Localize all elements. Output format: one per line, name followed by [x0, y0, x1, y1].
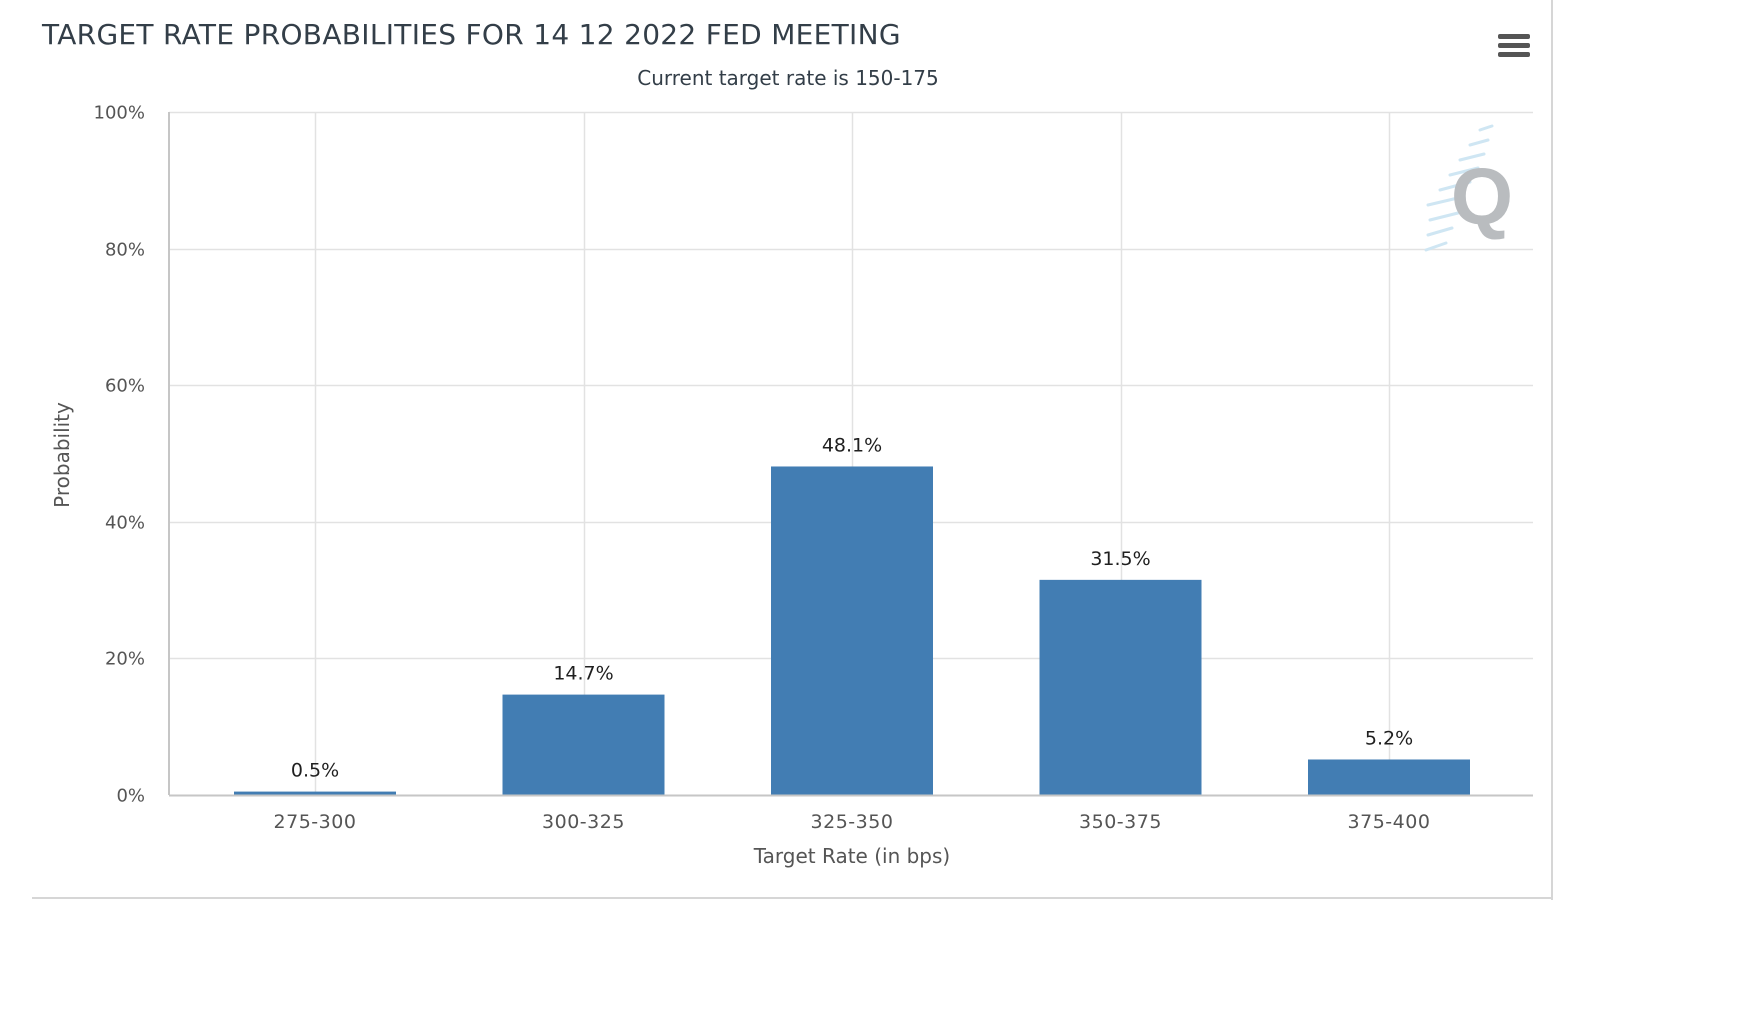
logo-letter: Q	[1451, 152, 1513, 241]
bar-series	[234, 466, 1470, 795]
quandl-logo: Q	[1424, 124, 1513, 252]
bar-375-400[interactable]	[1308, 759, 1470, 795]
data-label: 0.5%	[291, 760, 339, 782]
logo-line	[1424, 241, 1448, 252]
logo-line	[1426, 195, 1464, 207]
x-tick-label: 350-375	[1079, 811, 1162, 833]
x-tick-label: 325-350	[811, 811, 894, 833]
x-tick-label: 300-325	[542, 811, 625, 833]
bar-325-350[interactable]	[771, 466, 933, 795]
y-tick-label: 20%	[105, 649, 145, 670]
x-tick-label: 275-300	[274, 811, 357, 833]
y-tick-label: 40%	[105, 513, 145, 534]
bar-275-300[interactable]	[234, 791, 396, 795]
logo-speed-lines	[1424, 124, 1494, 252]
chart-subtitle: Current target rate is 150-175	[637, 66, 939, 90]
y-tick-label: 100%	[94, 103, 145, 124]
data-label: 5.2%	[1365, 727, 1413, 749]
logo-line	[1438, 180, 1472, 192]
data-labels: 0.5% 14.7% 48.1% 31.5% 5.2%	[291, 434, 1413, 781]
y-tick-label: 80%	[105, 240, 145, 261]
logo-line	[1468, 138, 1490, 147]
logo-line	[1478, 124, 1494, 132]
bar-350-375[interactable]	[1039, 579, 1202, 795]
data-label: 31.5%	[1090, 548, 1150, 570]
y-tick-label: 0%	[116, 786, 145, 807]
y-axis-title: Probability	[50, 402, 74, 508]
logo-line	[1458, 152, 1486, 162]
x-axis-title: Target Rate (in bps)	[753, 844, 950, 868]
x-tick-label: 375-400	[1348, 811, 1431, 833]
bar-300-325[interactable]	[502, 694, 665, 795]
logo-line	[1448, 166, 1480, 177]
data-label: 14.7%	[553, 663, 613, 685]
panel-border-bottom	[32, 897, 1553, 899]
panel-border-right	[1551, 0, 1553, 900]
chart-title: TARGET RATE PROBABILITIES FOR 14 12 2022…	[42, 18, 901, 51]
y-tick-label: 60%	[105, 376, 145, 397]
logo-line	[1428, 211, 1460, 222]
logo-line	[1426, 226, 1454, 237]
hamburger-menu-icon[interactable]	[1494, 28, 1534, 64]
data-label: 48.1%	[822, 434, 882, 456]
axes: 0% 20% 40% 60% 80% 100% 275-300 300-325 325-350 3…	[94, 103, 1533, 833]
